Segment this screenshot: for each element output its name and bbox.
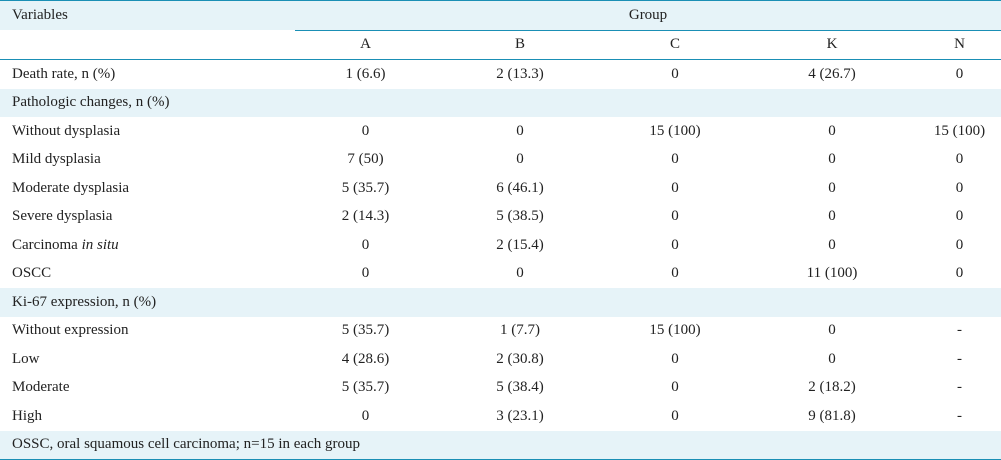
cell-a: 5 (35.7) xyxy=(295,373,436,402)
table-row-carcinoma-in-situ: Carcinoma in situ 0 2 (15.4) 0 0 0 xyxy=(0,231,1001,260)
table-row-low: Low 4 (28.6) 2 (30.8) 0 0 - xyxy=(0,345,1001,374)
cell-c: 0 xyxy=(604,259,746,288)
table-row-death-rate: Death rate, n (%) 1 (6.6) 2 (13.3) 0 4 (… xyxy=(0,59,1001,89)
group-c-header: C xyxy=(604,30,746,60)
cell-n: 0 xyxy=(918,202,1001,231)
cell-n: 0 xyxy=(918,231,1001,260)
group-n-header: N xyxy=(918,30,1001,60)
row-label-prefix: Carcinoma xyxy=(12,236,82,253)
row-label: Severe dysplasia xyxy=(0,202,295,231)
cell-a: 5 (35.7) xyxy=(295,174,436,203)
table-row-moderate-dysplasia: Moderate dysplasia 5 (35.7) 6 (46.1) 0 0… xyxy=(0,174,1001,203)
cell-b: 2 (15.4) xyxy=(436,231,604,260)
cell-c: 0 xyxy=(604,373,746,402)
table-row-mild-dysplasia: Mild dysplasia 7 (50) 0 0 0 0 xyxy=(0,145,1001,174)
row-label: Without expression xyxy=(0,316,295,345)
cell-a: 7 (50) xyxy=(295,145,436,174)
cell-a: 5 (35.7) xyxy=(295,316,436,345)
cell-b: 6 (46.1) xyxy=(436,174,604,203)
cell-k: 0 xyxy=(746,231,918,260)
section-title-pathologic: Pathologic changes, n (%) xyxy=(0,88,1001,117)
cell-c: 0 xyxy=(604,59,746,89)
cell-k: 0 xyxy=(746,316,918,345)
cell-n: 0 xyxy=(918,174,1001,203)
cell-n: 0 xyxy=(918,259,1001,288)
cell-n: - xyxy=(918,345,1001,374)
table-row-oscc: OSCC 0 0 0 11 (100) 0 xyxy=(0,259,1001,288)
cell-b: 2 (30.8) xyxy=(436,345,604,374)
cell-k: 4 (26.7) xyxy=(746,59,918,89)
row-label: Mild dysplasia xyxy=(0,145,295,174)
row-label-italic: in situ xyxy=(81,236,119,253)
cell-b: 0 xyxy=(436,145,604,174)
cell-c: 15 (100) xyxy=(604,316,746,345)
row-label: Death rate, n (%) xyxy=(0,59,295,89)
header-empty-cell xyxy=(0,30,295,60)
table-row-without-expression: Without expression 5 (35.7) 1 (7.7) 15 (… xyxy=(0,316,1001,345)
cell-n: 0 xyxy=(918,59,1001,89)
group-b-header: B xyxy=(436,30,604,60)
cell-b: 5 (38.4) xyxy=(436,373,604,402)
section-row-pathologic: Pathologic changes, n (%) xyxy=(0,88,1001,117)
row-label: Low xyxy=(0,345,295,374)
row-label: Without dysplasia xyxy=(0,117,295,146)
cell-c: 0 xyxy=(604,402,746,431)
table-row-moderate: Moderate 5 (35.7) 5 (38.4) 0 2 (18.2) - xyxy=(0,373,1001,402)
cell-n: - xyxy=(918,402,1001,431)
table-footnote: OSSC, oral squamous cell carcinoma; n=15… xyxy=(0,430,1001,460)
cell-k: 0 xyxy=(746,345,918,374)
cell-c: 15 (100) xyxy=(604,117,746,146)
cell-n: - xyxy=(918,373,1001,402)
group-header: Group xyxy=(295,0,1001,31)
table-row-without-dysplasia: Without dysplasia 0 0 15 (100) 0 15 (100… xyxy=(0,117,1001,146)
cell-a: 0 xyxy=(295,402,436,431)
row-label: Moderate dysplasia xyxy=(0,174,295,203)
row-label: High xyxy=(0,402,295,431)
cell-a: 0 xyxy=(295,117,436,146)
cell-n: 15 (100) xyxy=(918,117,1001,146)
cell-b: 0 xyxy=(436,259,604,288)
group-k-header: K xyxy=(746,30,918,60)
cell-c: 0 xyxy=(604,202,746,231)
cell-c: 0 xyxy=(604,345,746,374)
cell-n: 0 xyxy=(918,145,1001,174)
footnote-row: OSSC, oral squamous cell carcinoma; n=15… xyxy=(0,430,1001,460)
cell-k: 0 xyxy=(746,145,918,174)
cell-a: 1 (6.6) xyxy=(295,59,436,89)
cell-a: 0 xyxy=(295,259,436,288)
cell-c: 0 xyxy=(604,145,746,174)
cell-b: 1 (7.7) xyxy=(436,316,604,345)
cell-b: 5 (38.5) xyxy=(436,202,604,231)
cell-k: 11 (100) xyxy=(746,259,918,288)
table-row-high: High 0 3 (23.1) 0 9 (81.8) - xyxy=(0,402,1001,431)
cell-b: 0 xyxy=(436,117,604,146)
cell-k: 0 xyxy=(746,174,918,203)
cell-a: 0 xyxy=(295,231,436,260)
row-label: Carcinoma in situ xyxy=(0,231,295,260)
variables-header: Variables xyxy=(0,0,295,30)
cell-c: 0 xyxy=(604,174,746,203)
row-label: Moderate xyxy=(0,373,295,402)
cell-k: 0 xyxy=(746,202,918,231)
cell-k: 9 (81.8) xyxy=(746,402,918,431)
cell-b: 2 (13.3) xyxy=(436,59,604,89)
cell-b: 3 (23.1) xyxy=(436,402,604,431)
cell-k: 2 (18.2) xyxy=(746,373,918,402)
row-label: OSCC xyxy=(0,259,295,288)
cell-a: 4 (28.6) xyxy=(295,345,436,374)
section-title-ki67: Ki-67 expression, n (%) xyxy=(0,288,1001,317)
group-a-header: A xyxy=(295,30,436,60)
header-row-groups: A B C K N xyxy=(0,30,1001,60)
cell-n: - xyxy=(918,316,1001,345)
table-row-severe-dysplasia: Severe dysplasia 2 (14.3) 5 (38.5) 0 0 0 xyxy=(0,202,1001,231)
cell-c: 0 xyxy=(604,231,746,260)
section-row-ki67: Ki-67 expression, n (%) xyxy=(0,288,1001,317)
cell-k: 0 xyxy=(746,117,918,146)
header-row-top: Variables Group xyxy=(0,0,1001,31)
cell-a: 2 (14.3) xyxy=(295,202,436,231)
